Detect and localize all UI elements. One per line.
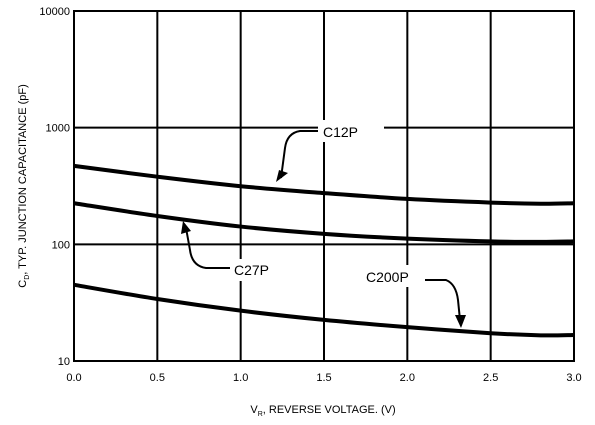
series-line-c200p <box>73 282 575 338</box>
y-tick-label: 10000 <box>39 6 70 18</box>
x-tick-label: 0.0 <box>66 372 81 384</box>
series-name-c12p: C12P <box>323 124 358 140</box>
x-tick-label: 2.0 <box>400 372 415 384</box>
arrowhead-c200p <box>455 315 466 328</box>
arrowhead-c12p <box>276 170 288 182</box>
series-name-c200p: C200P <box>366 269 409 285</box>
x-tick-label: 1.5 <box>316 372 331 384</box>
series-lines <box>73 163 575 338</box>
annotations: C12P C27P C200P <box>181 120 466 328</box>
series-line-c27p <box>73 201 575 244</box>
grid <box>73 10 575 362</box>
arrow-c27p <box>185 227 230 269</box>
label-c200p: C200P <box>361 265 429 287</box>
series-name-c27p: C27P <box>234 262 269 278</box>
arrow-c200p <box>425 279 461 321</box>
label-c27p: C27P <box>230 259 288 281</box>
y-axis-label: CD, TYP. JUNCTION CAPACITANCE (pF) <box>17 84 31 288</box>
x-tick-label: 0.5 <box>150 372 165 384</box>
y-tick-labels: 10 100 1000 10000 <box>39 6 70 368</box>
series-line-c12p <box>73 163 575 206</box>
arrow-c12p <box>280 130 318 179</box>
x-tick-label: 3.0 <box>566 372 581 384</box>
arrowhead-c27p <box>181 221 191 234</box>
x-tick-label: 1.0 <box>233 372 248 384</box>
x-axis-label: VR, REVERSE VOLTAGE. (V) <box>250 404 395 418</box>
y-tick-label: 10 <box>58 356 70 368</box>
plot-frame <box>73 10 575 362</box>
x-tick-label: 2.5 <box>483 372 498 384</box>
label-c12p: C12P <box>318 120 384 142</box>
y-tick-label: 100 <box>52 239 70 251</box>
y-tick-label: 1000 <box>46 123 70 135</box>
x-tick-labels: 0.0 0.5 1.0 1.5 2.0 2.5 3.0 <box>66 372 581 384</box>
